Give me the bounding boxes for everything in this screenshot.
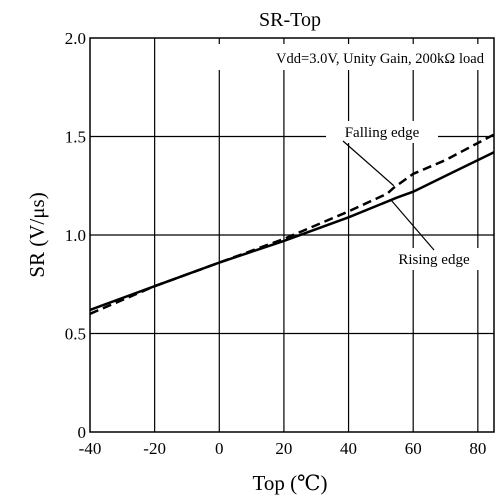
annotation-falling-leader [342,140,395,187]
x-tick-label: -20 [143,439,166,458]
condition-note: Vdd=3.0V, Unity Gain, 200kΩ load [276,51,485,67]
x-tick-label: 20 [275,439,292,458]
annotations: Falling edge Rising edge [326,121,488,270]
annotation-rising-background [380,248,488,270]
annotation-falling-background [326,121,438,143]
y-tick-label: 1.5 [65,128,86,147]
y-tick-label: 0 [78,423,87,442]
x-tick-labels: -40 -20 0 20 40 60 80 [79,439,487,458]
y-tick-labels: 0 0.5 1.0 1.5 2.0 [65,29,86,442]
series-line-falling-edge [89,133,495,315]
annotation-rising-leader [390,199,435,251]
series-line-rising-edge [89,151,495,312]
x-tick-label: 80 [469,439,486,458]
condition-note-background [160,44,492,70]
y-axis-label: SR (V/μs) [25,192,49,277]
y-tick-label: 1.0 [65,226,86,245]
series-lines [89,133,495,315]
annotation-falling-edge: Falling edge [345,125,420,141]
x-tick-label: 40 [340,439,357,458]
y-tick-label: 2.0 [65,29,86,48]
x-tick-label: 60 [405,439,422,458]
x-tick-label: -40 [79,439,102,458]
annotation-rising-edge: Rising edge [398,252,470,268]
x-axis-label: Top (℃) [252,471,327,495]
y-tick-label: 0.5 [65,325,86,344]
chart-title: SR-Top [259,9,321,31]
plot-frame [89,37,495,433]
x-tick-label: 0 [215,439,224,458]
